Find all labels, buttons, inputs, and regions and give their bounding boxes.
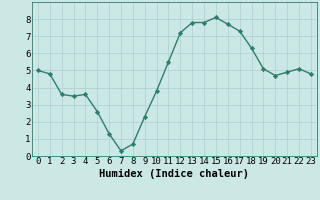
X-axis label: Humidex (Indice chaleur): Humidex (Indice chaleur) <box>100 169 249 179</box>
